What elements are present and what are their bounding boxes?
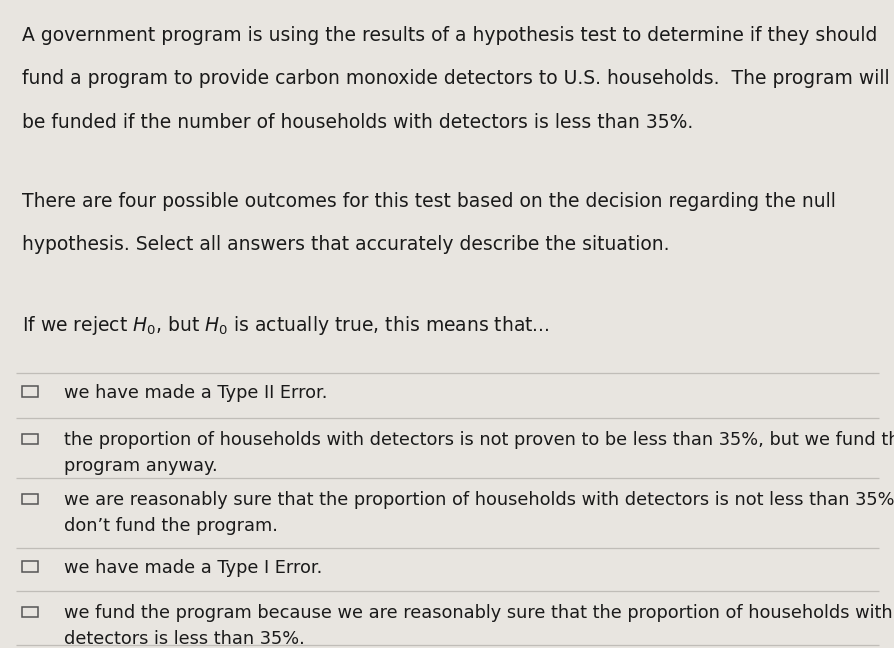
Text: fund a program to provide carbon monoxide detectors to U.S. households.  The pro: fund a program to provide carbon monoxid… — [22, 69, 889, 88]
Bar — [22, 607, 38, 617]
Text: If we reject $\mathit{H}_0$, but $\mathit{H}_0$ is actually true, this means tha: If we reject $\mathit{H}_0$, but $\mathi… — [22, 314, 550, 337]
Text: we have made a Type II Error.: we have made a Type II Error. — [64, 384, 327, 402]
Text: we are reasonably sure that the proportion of households with detectors is not l: we are reasonably sure that the proporti… — [64, 491, 894, 535]
Text: the proportion of households with detectors is not proven to be less than 35%, b: the proportion of households with detect… — [64, 431, 894, 474]
Text: There are four possible outcomes for this test based on the decision regarding t: There are four possible outcomes for thi… — [22, 192, 835, 211]
Text: A government program is using the results of a hypothesis test to determine if t: A government program is using the result… — [22, 26, 877, 45]
Text: be funded if the number of households with detectors is less than 35%.: be funded if the number of households wi… — [22, 113, 693, 132]
Bar — [22, 561, 38, 572]
Bar — [22, 494, 38, 505]
Text: we fund the program because we are reasonably sure that the proportion of househ: we fund the program because we are reaso… — [64, 604, 892, 647]
Text: hypothesis. Select all answers that accurately describe the situation.: hypothesis. Select all answers that accu… — [22, 235, 669, 254]
Bar — [22, 434, 38, 445]
Text: we have made a Type I Error.: we have made a Type I Error. — [64, 559, 323, 577]
Bar — [22, 386, 38, 397]
